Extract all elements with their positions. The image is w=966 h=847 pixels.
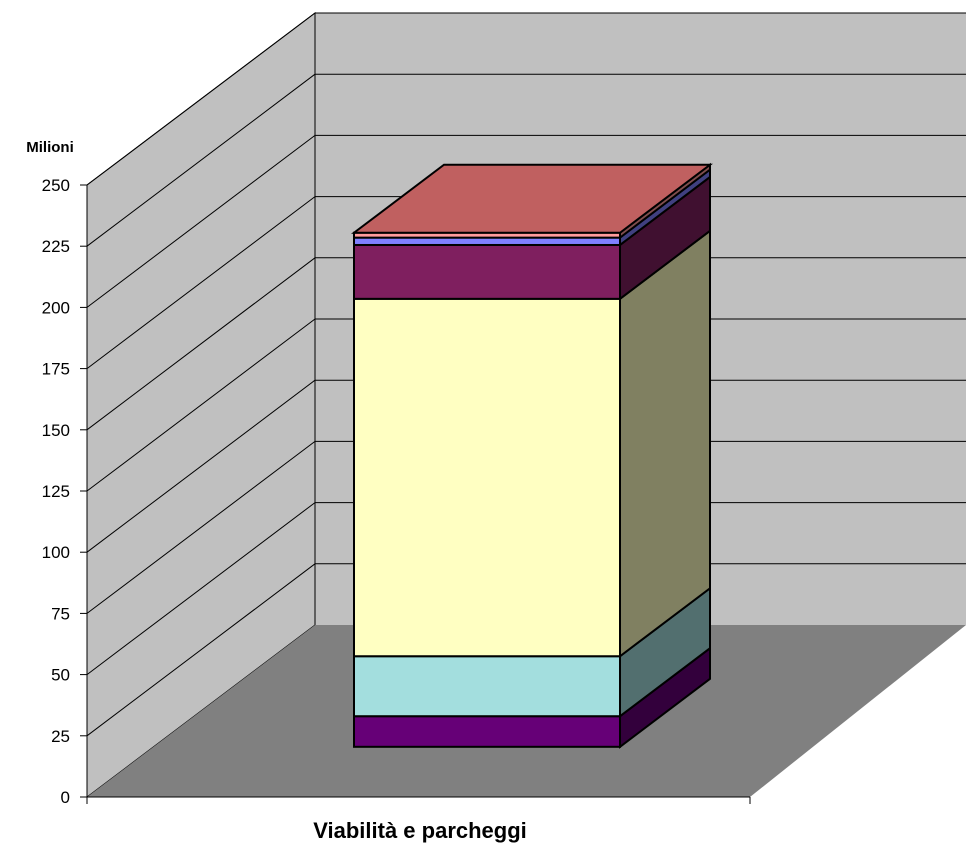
side-gridline <box>86 502 316 675</box>
bar-segment-front <box>353 715 621 748</box>
bar-stack <box>351 162 713 749</box>
bar-top-face <box>351 163 713 234</box>
y-tick-label: 175 <box>42 360 70 379</box>
y-tick-label: 200 <box>42 298 70 317</box>
bar-segment-side <box>619 228 711 659</box>
y-tick-label: 250 <box>42 176 70 195</box>
y-axis-ticks: 0 25 50 75 100 125 150 175 200 225 250 <box>42 176 751 807</box>
side-gridline <box>86 12 316 186</box>
y-tick-label: 50 <box>51 666 70 685</box>
side-gridline <box>86 379 316 553</box>
y-tick-label: 25 <box>51 727 70 746</box>
category-label: Viabilità e parcheggi <box>313 818 527 843</box>
bar-segment-front <box>353 243 621 300</box>
y-axis-title: Milioni <box>26 139 74 156</box>
side-gridline <box>86 318 316 492</box>
y-tick-label: 100 <box>42 543 70 562</box>
y-tick-label: 225 <box>42 237 70 256</box>
y-tick-label: 150 <box>42 421 70 440</box>
y-tick-label: 0 <box>61 788 70 807</box>
y-tick-label: 75 <box>51 604 70 623</box>
bar-segment-front <box>353 236 621 246</box>
side-gridline <box>86 196 316 369</box>
bar-segment-front <box>353 297 621 658</box>
y-tick-label: 125 <box>42 482 70 501</box>
side-gridline <box>86 563 316 737</box>
side-gridline <box>86 73 316 247</box>
side-gridline <box>86 257 316 431</box>
side-gridline <box>86 441 316 614</box>
bar-segment-front <box>353 655 621 718</box>
side-gridline <box>86 135 316 308</box>
